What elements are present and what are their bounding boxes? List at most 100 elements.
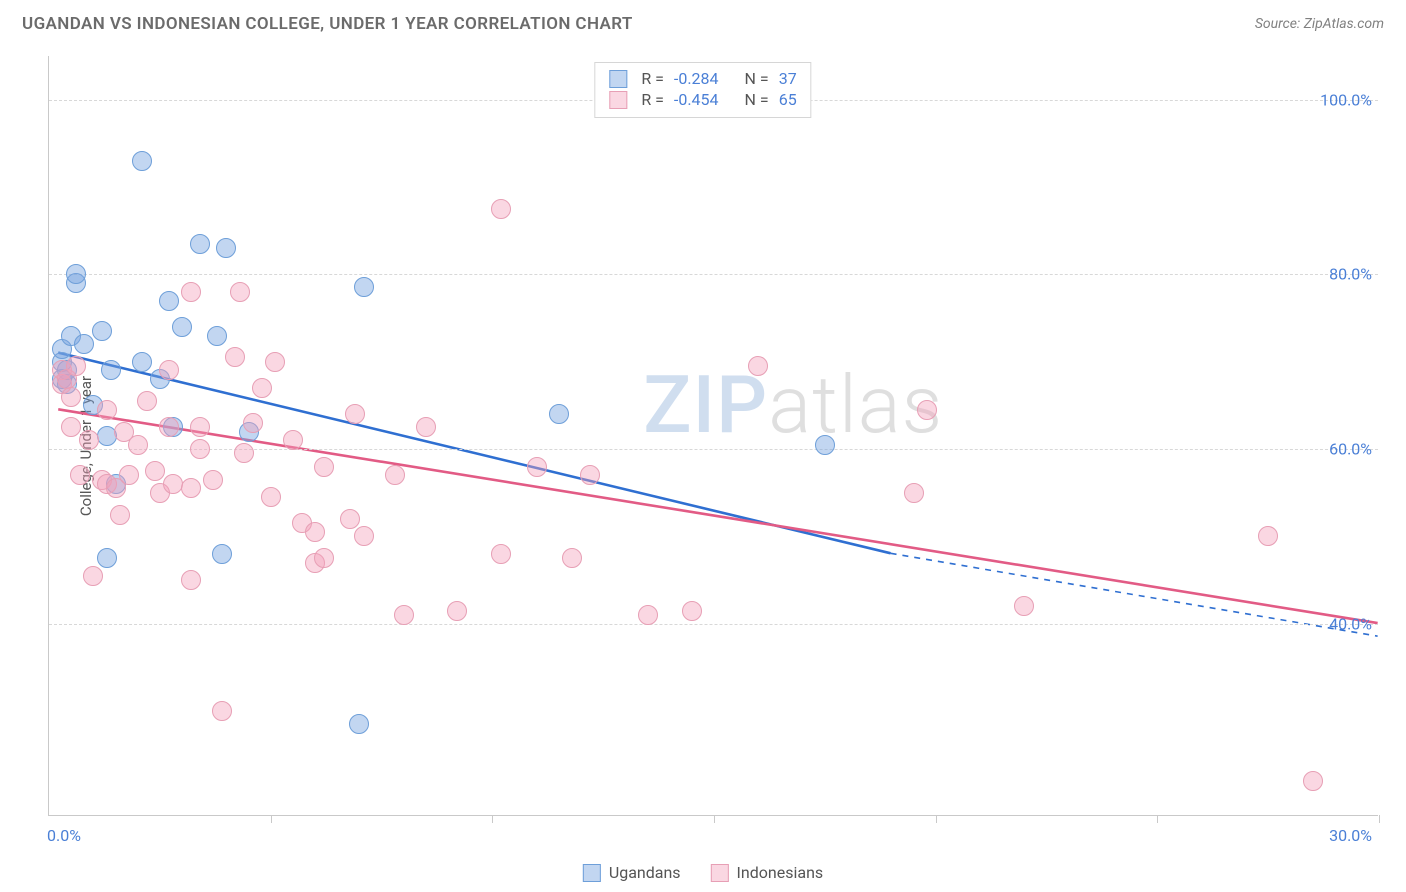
- y-tick-label: 100.0%: [1320, 90, 1372, 109]
- scatter-point: [314, 548, 334, 568]
- scatter-point: [638, 605, 658, 625]
- scatter-point: [354, 277, 374, 297]
- scatter-point: [225, 347, 245, 367]
- scatter-point: [207, 326, 227, 346]
- legend-swatch: [711, 864, 729, 882]
- scatter-point: [61, 387, 81, 407]
- scatter-point: [230, 282, 250, 302]
- scatter-point: [145, 461, 165, 481]
- x-axis-max-label: 30.0%: [1329, 826, 1372, 845]
- scatter-point: [527, 457, 547, 477]
- scatter-point: [394, 605, 414, 625]
- scatter-point: [61, 417, 81, 437]
- scatter-point: [1014, 596, 1034, 616]
- scatter-point: [181, 282, 201, 302]
- stat-n-value: 65: [779, 90, 797, 109]
- gridline: [49, 624, 1378, 625]
- scatter-point: [1303, 771, 1323, 791]
- legend-swatch: [609, 91, 627, 109]
- scatter-point: [491, 199, 511, 219]
- scatter-point: [283, 430, 303, 450]
- legend-item: Ugandans: [583, 863, 681, 882]
- scatter-point: [74, 334, 94, 354]
- scatter-point: [917, 400, 937, 420]
- y-tick-label: 60.0%: [1329, 440, 1372, 459]
- stat-n-value: 37: [779, 69, 797, 88]
- legend-series: Ugandans Indonesians: [583, 863, 823, 882]
- scatter-point: [748, 356, 768, 376]
- scatter-point: [212, 701, 232, 721]
- scatter-point: [159, 417, 179, 437]
- scatter-point: [416, 417, 436, 437]
- x-axis-min-label: 0.0%: [47, 826, 81, 845]
- trend-line: [58, 353, 890, 554]
- legend-swatch: [583, 864, 601, 882]
- legend-swatch: [609, 70, 627, 88]
- x-tick: [1379, 815, 1380, 823]
- stat-r-value: -0.284: [674, 69, 719, 88]
- scatter-point: [119, 465, 139, 485]
- x-tick: [714, 815, 715, 823]
- scatter-point: [203, 470, 223, 490]
- scatter-point: [345, 404, 365, 424]
- scatter-point: [261, 487, 281, 507]
- x-tick: [1157, 815, 1158, 823]
- scatter-point: [159, 360, 179, 380]
- source-label: Source: ZipAtlas.com: [1255, 16, 1384, 32]
- scatter-plot: ZIPatlas 0.0% 30.0% 40.0%60.0%80.0%100.0…: [48, 56, 1378, 816]
- scatter-point: [447, 601, 467, 621]
- scatter-point: [83, 566, 103, 586]
- scatter-point: [66, 264, 86, 284]
- y-tick-label: 40.0%: [1329, 614, 1372, 633]
- scatter-point: [216, 238, 236, 258]
- scatter-point: [243, 413, 263, 433]
- x-tick: [271, 815, 272, 823]
- scatter-point: [190, 234, 210, 254]
- scatter-point: [70, 465, 90, 485]
- scatter-point: [252, 378, 272, 398]
- scatter-point: [137, 391, 157, 411]
- scatter-point: [305, 522, 325, 542]
- scatter-point: [815, 435, 835, 455]
- stat-r-label: R =: [641, 69, 664, 88]
- legend-item: Indonesians: [711, 863, 824, 882]
- scatter-point: [159, 291, 179, 311]
- legend-stat-row: R = -0.454 N = 65: [609, 90, 796, 109]
- trend-line: [58, 409, 1377, 623]
- scatter-point: [1258, 526, 1278, 546]
- x-tick: [936, 815, 937, 823]
- scatter-point: [549, 404, 569, 424]
- scatter-point: [354, 526, 374, 546]
- scatter-point: [79, 430, 99, 450]
- chart-title: UGANDAN VS INDONESIAN COLLEGE, UNDER 1 Y…: [22, 14, 633, 34]
- scatter-point: [97, 400, 117, 420]
- scatter-point: [181, 570, 201, 590]
- scatter-point: [190, 417, 210, 437]
- scatter-point: [349, 714, 369, 734]
- scatter-point: [190, 439, 210, 459]
- scatter-point: [181, 478, 201, 498]
- scatter-point: [904, 483, 924, 503]
- scatter-point: [66, 356, 86, 376]
- scatter-point: [562, 548, 582, 568]
- scatter-point: [491, 544, 511, 564]
- scatter-point: [212, 544, 232, 564]
- x-tick: [492, 815, 493, 823]
- stat-r-label: R =: [641, 90, 664, 109]
- scatter-point: [132, 151, 152, 171]
- watermark: ZIPatlas: [643, 358, 943, 452]
- scatter-point: [163, 474, 183, 494]
- stat-r-value: -0.454: [674, 90, 719, 109]
- legend-label: Ugandans: [609, 863, 681, 882]
- legend-label: Indonesians: [737, 863, 824, 882]
- stat-n-label: N =: [745, 69, 769, 88]
- stat-n-label: N =: [745, 90, 769, 109]
- scatter-point: [385, 465, 405, 485]
- y-tick-label: 80.0%: [1329, 265, 1372, 284]
- scatter-point: [314, 457, 334, 477]
- scatter-point: [128, 435, 148, 455]
- gridline: [49, 274, 1378, 275]
- legend-stat-row: R = -0.284 N = 37: [609, 69, 796, 88]
- scatter-point: [234, 443, 254, 463]
- scatter-point: [682, 601, 702, 621]
